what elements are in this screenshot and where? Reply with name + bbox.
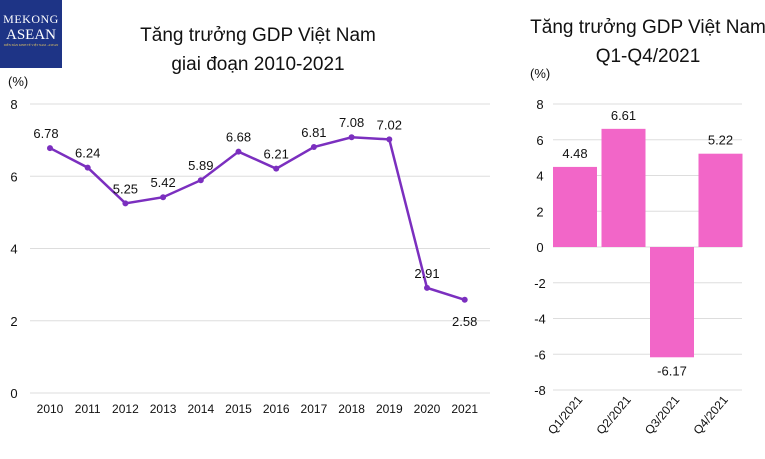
- bar: [698, 153, 743, 247]
- x-tick-label: 2018: [338, 402, 365, 416]
- line-chart-ylabel: (%): [8, 74, 28, 89]
- data-point: [461, 296, 468, 303]
- x-tick-label: Q3/2021: [642, 393, 683, 438]
- data-point: [235, 148, 242, 155]
- data-label: 6.68: [226, 130, 251, 145]
- x-tick-label: 2019: [376, 402, 403, 416]
- y-tick-label: 8: [10, 97, 17, 112]
- mekong-asean-logo: MEKONG ASEAN DIỄN ĐÀN KINH TẾ VIỆT NAM -…: [0, 0, 62, 68]
- gdp-line: [49, 135, 466, 301]
- data-label: 5.25: [113, 181, 138, 196]
- bar-chart-ylabel: (%): [530, 66, 550, 81]
- y-tick-label: 2: [10, 314, 17, 329]
- data-point: [310, 143, 317, 150]
- x-tick-label: 2016: [263, 402, 290, 416]
- data-label: 2.58: [452, 314, 477, 329]
- data-label: 2.91: [414, 266, 439, 281]
- data-label: 5.22: [708, 133, 733, 148]
- x-tick-label: 2020: [414, 402, 441, 416]
- line-chart-title-1: Tăng trưởng GDP Việt Nam: [140, 25, 376, 46]
- data-point: [348, 134, 355, 141]
- bar: [650, 247, 694, 358]
- y-tick-label: -8: [534, 383, 546, 398]
- data-point: [47, 145, 53, 152]
- data-point: [160, 194, 167, 201]
- data-label: 6.81: [301, 125, 326, 140]
- y-tick-label: 0: [10, 386, 17, 401]
- logo-line2: ASEAN: [5, 27, 56, 43]
- data-label: -6.17: [657, 363, 687, 378]
- x-tick-label: 2015: [225, 402, 252, 416]
- x-tick-label: Q2/2021: [593, 393, 634, 438]
- data-point: [84, 164, 91, 171]
- y-tick-label: 6: [10, 169, 17, 184]
- x-tick-label: 2017: [301, 402, 328, 416]
- data-point: [424, 284, 430, 291]
- x-tick-label: 2011: [75, 402, 101, 416]
- y-tick-label: 6: [536, 133, 543, 148]
- y-tick-label: 4: [10, 242, 17, 257]
- x-tick-label: 2014: [187, 402, 214, 416]
- bar: [601, 128, 646, 247]
- data-label: 5.89: [188, 158, 213, 173]
- logo-line3: DIỄN ĐÀN KINH TẾ VIỆT NAM - ASEAN: [3, 43, 59, 47]
- bar-chart-title-2: Q1-Q4/2021: [596, 46, 701, 67]
- logo-line1: MEKONG: [3, 12, 59, 26]
- x-tick-label: Q4/2021: [690, 393, 731, 438]
- data-label: 6.24: [75, 146, 100, 161]
- x-tick-label: 2021: [451, 402, 478, 416]
- x-tick-label: Q1/2021: [545, 393, 586, 438]
- data-label: 5.42: [150, 175, 175, 190]
- y-tick-label: 4: [536, 169, 543, 184]
- bar: [553, 166, 597, 247]
- y-tick-label: 8: [536, 97, 543, 112]
- data-label: 4.48: [562, 146, 587, 161]
- y-tick-label: -4: [534, 312, 546, 327]
- data-label: 7.08: [339, 115, 364, 130]
- data-point: [386, 136, 393, 143]
- data-label: 6.78: [33, 126, 58, 141]
- y-tick-label: -6: [534, 347, 546, 362]
- data-label: 7.02: [377, 117, 402, 132]
- y-tick-label: 0: [536, 240, 543, 255]
- data-point: [197, 177, 204, 184]
- y-tick-label: 2: [536, 204, 543, 219]
- data-label: 6.61: [611, 108, 636, 123]
- data-point: [273, 165, 280, 172]
- line-chart-title-2: giai đoạn 2010-2021: [171, 54, 344, 75]
- data-point: [122, 200, 129, 207]
- y-tick-label: -2: [534, 276, 546, 291]
- x-tick-label: 2013: [150, 402, 177, 416]
- data-label: 6.21: [264, 147, 289, 162]
- x-tick-label: 2010: [37, 402, 64, 416]
- x-tick-label: 2012: [112, 402, 139, 416]
- bar-chart-title-1: Tăng trưởng GDP Việt Nam: [530, 17, 765, 38]
